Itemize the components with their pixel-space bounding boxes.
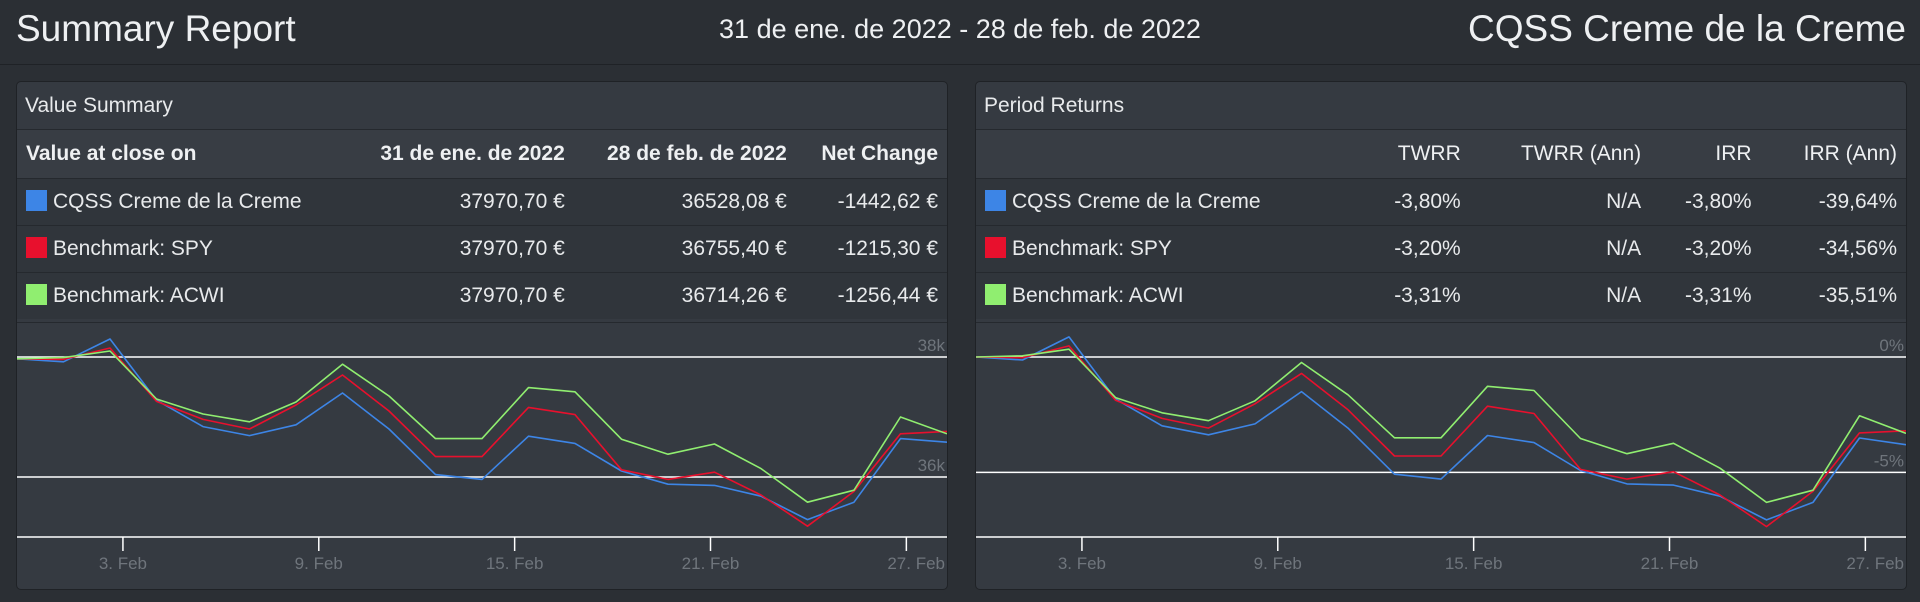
- twrr-ann-value: N/A: [1606, 283, 1642, 307]
- series-line: [17, 350, 947, 503]
- period-returns-title: Period Returns: [976, 82, 1906, 130]
- returns-chart[interactable]: 0% -5% 3. Feb 9. Feb 15. Feb 21. Feb 27. Feb: [976, 322, 1906, 589]
- end-value: 36528,08 €: [681, 189, 787, 213]
- series-name: Benchmark: SPY: [53, 236, 213, 260]
- twrr-value: -3,31%: [1394, 283, 1461, 307]
- series-name: CQSS Creme de la Creme: [1012, 189, 1261, 213]
- chart-svg: 0% -5% 3. Feb 9. Feb 15. Feb 21. Feb 27. Feb: [976, 336, 1906, 573]
- portfolio-name: CQSS Creme de la Creme: [1468, 8, 1906, 49]
- value-chart[interactable]: 38k 36k 3. Feb 9. Feb 15. Feb 21. Feb 27. Feb: [17, 322, 947, 589]
- table-header-row: Value at close on 31 de ene. de 2022 28 …: [17, 130, 947, 178]
- period-returns-table: TWRR TWRR (Ann) IRR IRR (Ann) CQSS Creme…: [976, 130, 1906, 319]
- value-summary-panel: Value Summary Value at close on 31 de en…: [16, 81, 948, 590]
- table-row: CQSS Creme de la Creme 37970,70 € 36528,…: [17, 178, 947, 225]
- series-color-swatch: [985, 189, 1006, 211]
- y-tick-label: 0%: [1879, 336, 1904, 355]
- series-color-swatch: [26, 236, 47, 258]
- series-line: [976, 348, 1906, 504]
- column-header: 28 de feb. de 2022: [607, 141, 787, 165]
- series-line: [17, 347, 947, 527]
- irr-ann-value: -35,51%: [1818, 283, 1897, 307]
- irr-value: -3,31%: [1685, 283, 1752, 307]
- column-header: TWRR (Ann): [1520, 141, 1642, 165]
- row-name-cell: Benchmark: ACWI: [17, 272, 347, 319]
- table-row: Benchmark: ACWI 37970,70 € 36714,26 € -1…: [17, 272, 947, 319]
- start-value: 37970,70 €: [459, 283, 565, 307]
- series-color-swatch: [985, 236, 1006, 258]
- date-range: 31 de ene. de 2022 - 28 de feb. de 2022: [719, 14, 1201, 44]
- series-color-swatch: [26, 283, 47, 305]
- x-tick-label: 3. Feb: [99, 554, 147, 573]
- series-line: [976, 345, 1906, 528]
- column-header: TWRR: [1397, 141, 1461, 165]
- value-summary-table: Value at close on 31 de ene. de 2022 28 …: [17, 130, 947, 319]
- x-tick-label: 27. Feb: [1846, 554, 1904, 573]
- row-name-cell: CQSS Creme de la Creme: [17, 178, 347, 225]
- twrr-value: -3,80%: [1394, 189, 1461, 213]
- irr-value: -3,20%: [1685, 236, 1752, 260]
- column-header: Value at close on: [26, 141, 197, 165]
- end-value: 36714,26 €: [681, 283, 787, 307]
- series-color-swatch: [26, 189, 47, 211]
- x-tick-label: 3. Feb: [1058, 554, 1106, 573]
- table-row: CQSS Creme de la Creme -3,80% N/A -3,80%…: [976, 178, 1906, 225]
- twrr-ann-value: N/A: [1606, 236, 1642, 260]
- series-color-swatch: [985, 283, 1006, 305]
- row-name-cell: Benchmark: SPY: [976, 225, 1359, 272]
- x-tick-label: 9. Feb: [295, 554, 343, 573]
- x-tick-label: 27. Feb: [887, 554, 945, 573]
- report-header: Summary Report 31 de ene. de 2022 - 28 d…: [0, 0, 1920, 65]
- table-row: Benchmark: ACWI -3,31% N/A -3,31% -35,51…: [976, 272, 1906, 319]
- irr-value: -3,80%: [1685, 189, 1752, 213]
- x-tick-label: 15. Feb: [1445, 554, 1503, 573]
- series-name: Benchmark: ACWI: [53, 283, 225, 307]
- x-tick-label: 21. Feb: [1641, 554, 1699, 573]
- irr-ann-value: -34,56%: [1818, 236, 1897, 260]
- series-name: Benchmark: ACWI: [1012, 283, 1184, 307]
- report-title: Summary Report: [16, 8, 296, 49]
- table-row: Benchmark: SPY 37970,70 € 36755,40 € -12…: [17, 225, 947, 272]
- column-header: 31 de ene. de 2022: [380, 141, 565, 165]
- table-header-row: TWRR TWRR (Ann) IRR IRR (Ann): [976, 130, 1906, 178]
- y-tick-label: 36k: [918, 456, 946, 475]
- end-value: 36755,40 €: [681, 236, 787, 260]
- row-name-cell: CQSS Creme de la Creme: [976, 178, 1359, 225]
- table-row: Benchmark: SPY -3,20% N/A -3,20% -34,56%: [976, 225, 1906, 272]
- row-name-cell: Benchmark: ACWI: [976, 272, 1359, 319]
- series-line: [976, 336, 1906, 521]
- y-tick-label: -5%: [1874, 451, 1904, 470]
- irr-ann-value: -39,64%: [1818, 189, 1897, 213]
- chart-svg: 38k 36k 3. Feb 9. Feb 15. Feb 21. Feb 27. Feb: [17, 336, 947, 573]
- column-header: IRR: [1715, 141, 1752, 165]
- column-header: Net Change: [821, 141, 938, 165]
- start-value: 37970,70 €: [459, 236, 565, 260]
- x-tick-label: 9. Feb: [1254, 554, 1302, 573]
- series-name: CQSS Creme de la Creme: [53, 189, 302, 213]
- series-line: [17, 338, 947, 521]
- row-name-cell: Benchmark: SPY: [17, 225, 347, 272]
- net-change: -1442,62 €: [837, 189, 938, 213]
- twrr-value: -3,20%: [1394, 236, 1461, 260]
- twrr-ann-value: N/A: [1606, 189, 1642, 213]
- x-tick-label: 21. Feb: [682, 554, 740, 573]
- period-returns-panel: Period Returns TWRR TWRR (Ann) IRR IRR (…: [975, 81, 1907, 590]
- net-change: -1215,30 €: [837, 236, 938, 260]
- start-value: 37970,70 €: [459, 189, 565, 213]
- series-name: Benchmark: SPY: [1012, 236, 1172, 260]
- y-tick-label: 38k: [918, 336, 946, 355]
- column-header: [976, 130, 1359, 178]
- value-summary-title: Value Summary: [17, 82, 947, 130]
- net-change: -1256,44 €: [837, 283, 938, 307]
- column-header: IRR (Ann): [1803, 141, 1897, 165]
- x-tick-label: 15. Feb: [486, 554, 544, 573]
